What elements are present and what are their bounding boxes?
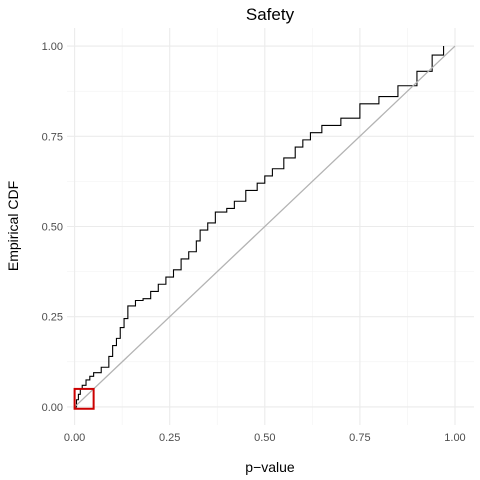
x-axis-title: p−value (245, 459, 295, 475)
uniform-reference-line (74, 45, 456, 408)
y-tick-label: 0.25 (42, 312, 63, 324)
x-tick-label: 0.25 (159, 432, 180, 444)
y-tick-label: 0.75 (42, 131, 63, 143)
highlight-box (73, 387, 95, 410)
annotation-layer (73, 387, 95, 410)
y-tick-label: 1.00 (42, 41, 63, 53)
x-tick-label: 0.50 (254, 432, 275, 444)
chart-title: Safety (246, 5, 295, 24)
x-tick-label: 0.00 (64, 432, 85, 444)
y-axis-title: Empirical CDF (5, 181, 21, 271)
ecdf-step-line (74, 46, 445, 408)
y-axis-ticks: 0.00 0.25 0.50 0.75 1.00 (42, 41, 63, 414)
major-gridlines (67, 28, 474, 425)
x-axis-ticks: 0.00 0.25 0.50 0.75 1.00 (64, 432, 466, 444)
y-tick-label: 0.50 (42, 222, 63, 234)
x-tick-label: 1.00 (444, 432, 465, 444)
series-layer (74, 45, 456, 408)
y-tick-label: 0.00 (42, 402, 63, 414)
x-tick-label: 0.75 (349, 432, 370, 444)
